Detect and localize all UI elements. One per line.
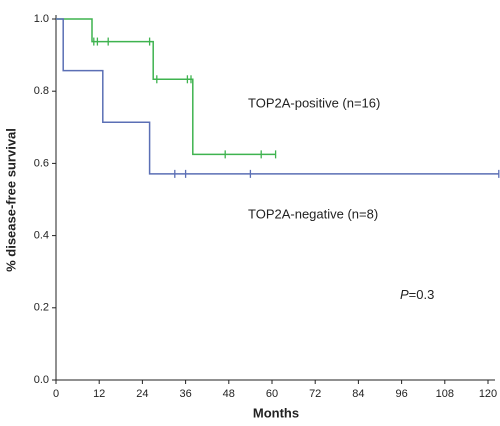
survival-curve [56, 18, 499, 175]
x-tick-label: 24 [136, 388, 148, 400]
x-tick-label: 72 [309, 388, 321, 400]
x-tick-label: 108 [436, 388, 454, 400]
p-number: =0.3 [409, 287, 435, 302]
x-tick-label: 48 [223, 388, 235, 400]
x-tick-label: 60 [266, 388, 278, 400]
p-value: P=0.3 [400, 287, 434, 302]
survival-curve [56, 18, 276, 156]
x-tick-label: 96 [395, 388, 407, 400]
y-tick-label: 0.8 [34, 85, 49, 97]
x-axis-label: Months [253, 405, 299, 420]
x-tick-label: 12 [93, 388, 105, 400]
y-axis-label: % disease-free survival [3, 128, 18, 272]
x-tick-label: 84 [352, 388, 364, 400]
p-label: P [400, 287, 409, 302]
series-label: TOP2A-positive (n=16) [248, 95, 380, 110]
y-tick-label: 0.6 [34, 157, 49, 169]
series-label: TOP2A-negative (n=8) [248, 206, 378, 221]
x-tick-label: 0 [53, 388, 59, 400]
y-tick-label: 0.4 [34, 230, 49, 242]
y-tick-label: 0.0 [34, 374, 49, 386]
y-tick-label: 1.0 [34, 13, 49, 25]
x-tick-label: 36 [179, 388, 191, 400]
y-tick-label: 0.2 [34, 302, 49, 314]
x-tick-label: 120 [479, 388, 497, 400]
